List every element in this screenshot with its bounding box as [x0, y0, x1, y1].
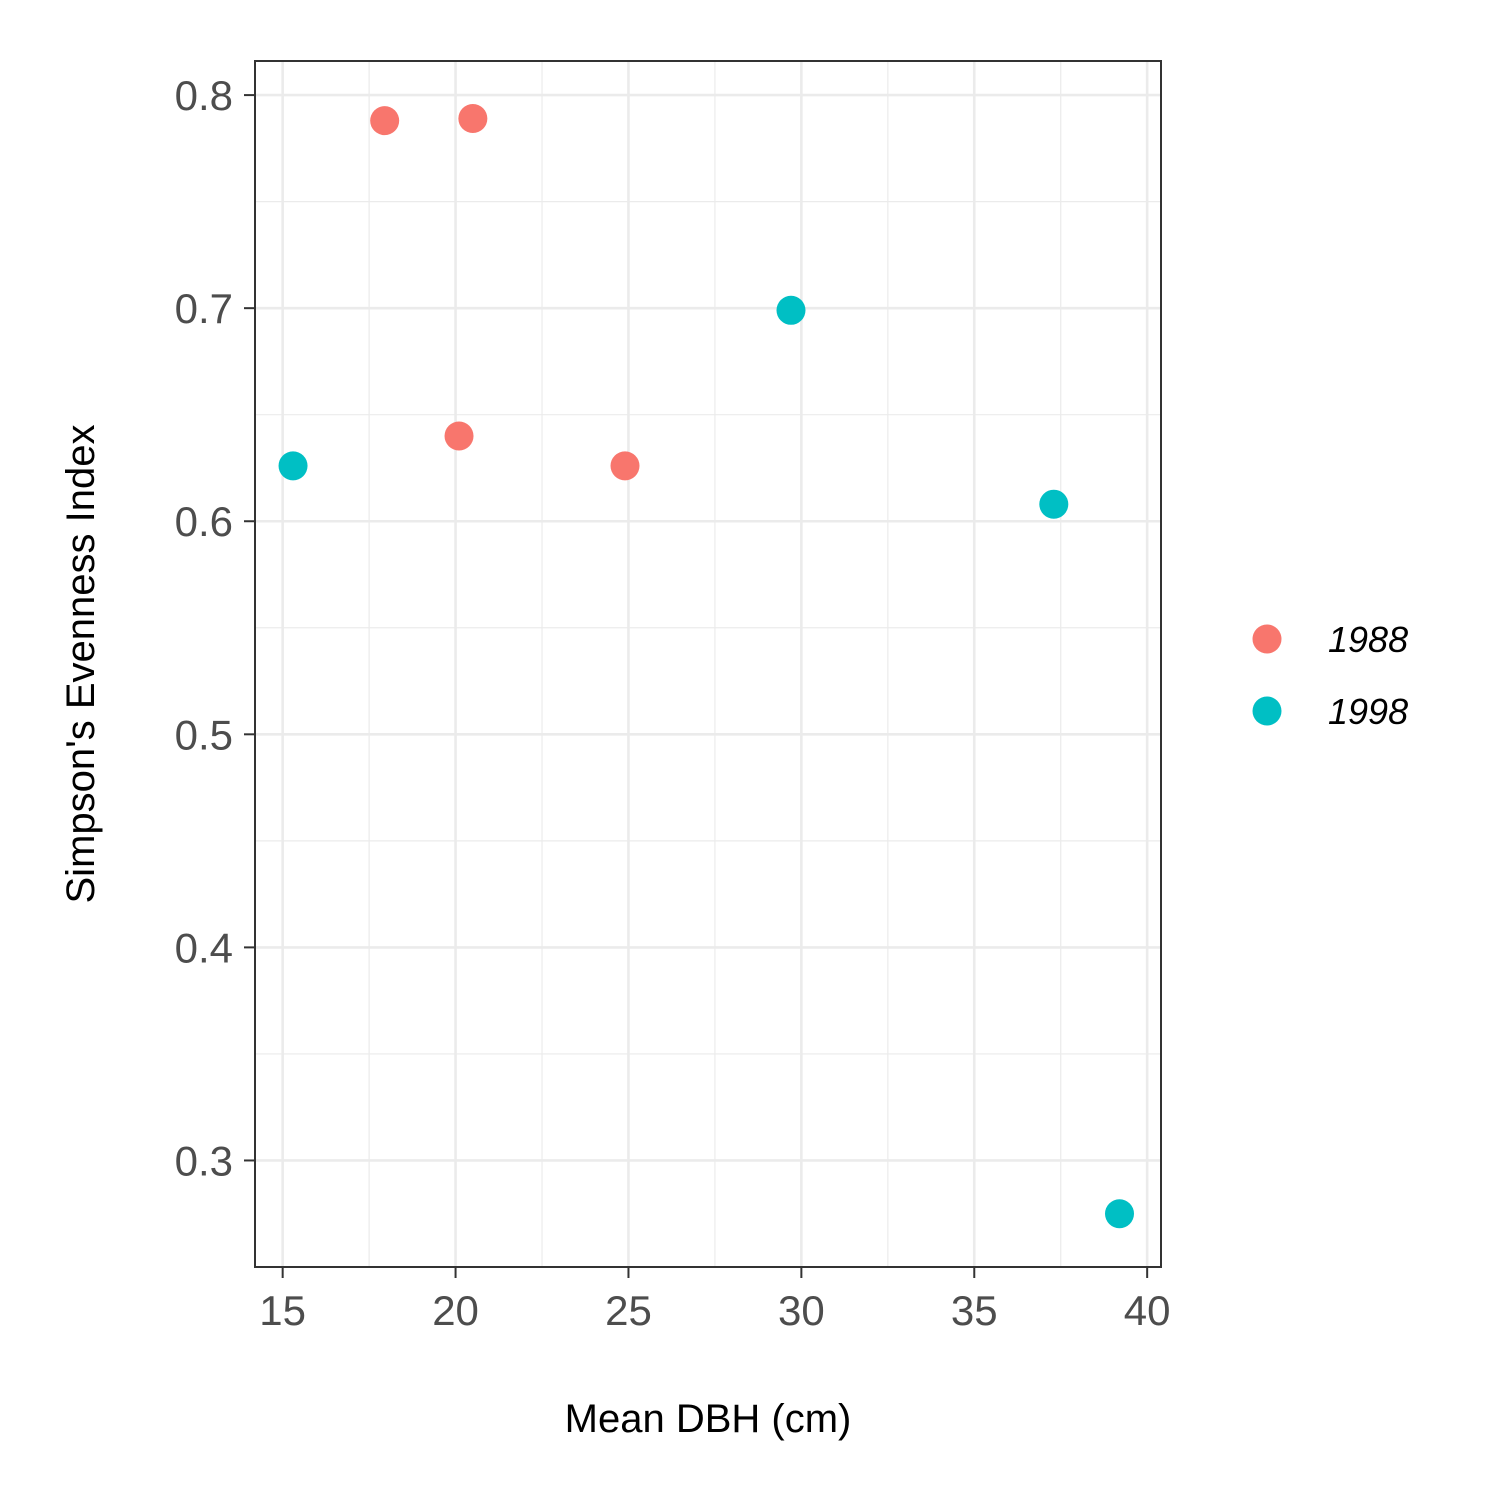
y-tick-label: 0.6: [175, 498, 233, 545]
point-1988: [444, 421, 474, 451]
point-1998: [776, 295, 806, 325]
legend: 1988 1998: [1252, 619, 1408, 732]
x-tick-label: 25: [605, 1287, 652, 1334]
y-tick-label: 0.7: [175, 285, 233, 332]
point-1998: [1039, 489, 1069, 519]
minor-grid: [255, 61, 1161, 1267]
y-tick-label: 0.5: [175, 711, 233, 758]
x-tick-label: 15: [259, 1287, 306, 1334]
x-tick-label: 30: [778, 1287, 825, 1334]
x-axis-title: Mean DBH (cm): [565, 1397, 852, 1441]
y-tick-label: 0.4: [175, 924, 233, 971]
legend-key-1998: [1252, 696, 1282, 726]
y-axis-ticks: 0.3 0.4 0.5 0.6 0.7 0.8: [175, 72, 255, 1184]
y-tick-label: 0.8: [175, 72, 233, 119]
major-grid: [255, 61, 1161, 1267]
legend-key-1988: [1252, 624, 1282, 654]
panel-border: [254, 60, 1162, 1268]
x-axis-ticks: 15 20 25 30 35 40: [259, 1267, 1171, 1334]
y-tick-label: 0.3: [175, 1137, 233, 1184]
x-tick-label: 20: [432, 1287, 479, 1334]
x-tick-label: 40: [1124, 1287, 1171, 1334]
point-1998: [1105, 1199, 1135, 1229]
data-points: [278, 104, 1135, 1229]
legend-label-1998: 1998: [1328, 691, 1408, 732]
legend-label-1988: 1988: [1328, 619, 1408, 660]
point-1988: [458, 104, 488, 134]
point-1988: [370, 106, 400, 136]
y-axis-title: Simpson's Evenness Index: [59, 424, 103, 903]
point-1988: [610, 451, 640, 481]
point-1998: [278, 451, 308, 481]
x-tick-label: 35: [951, 1287, 998, 1334]
